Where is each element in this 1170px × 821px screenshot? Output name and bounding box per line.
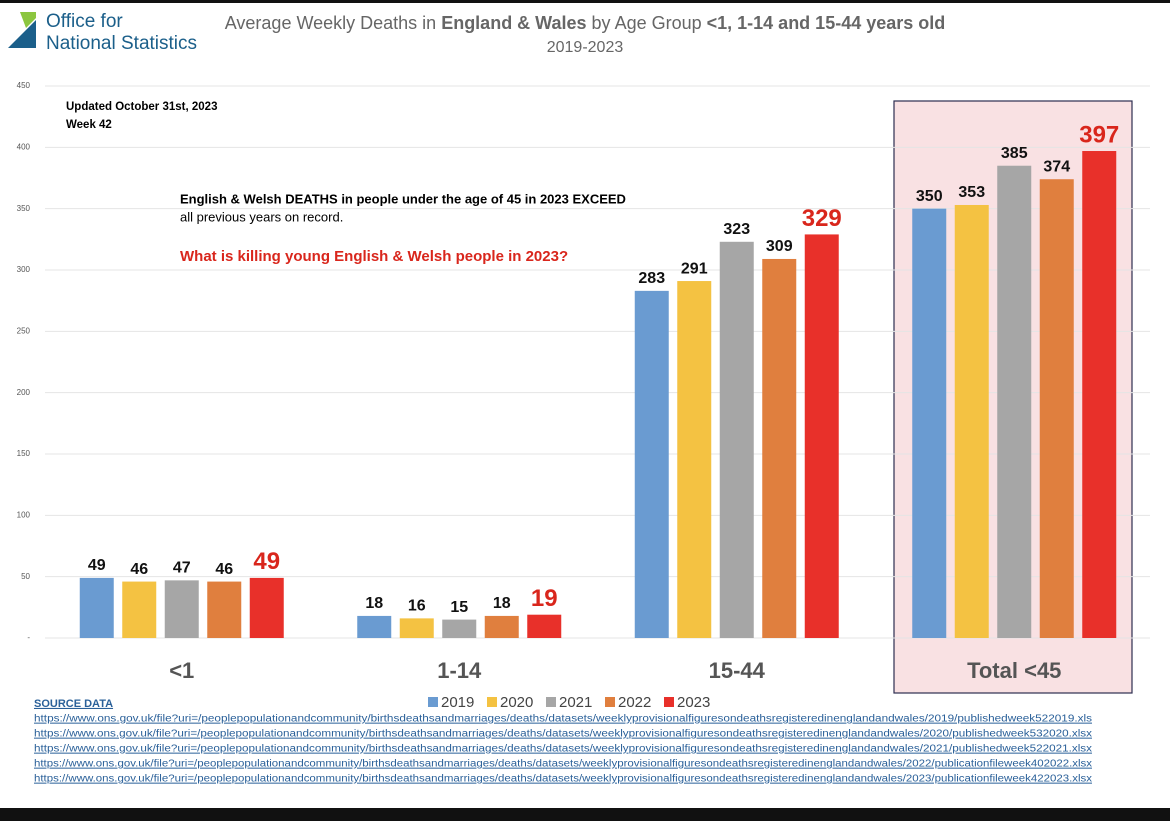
y-tick-label: - xyxy=(27,633,30,642)
value-label: 353 xyxy=(958,184,985,201)
bar xyxy=(357,615,392,638)
bar xyxy=(677,281,712,638)
logo-mark xyxy=(8,20,36,48)
y-tick-label: 200 xyxy=(17,388,31,397)
legend-label: 2019 xyxy=(441,694,474,711)
legend-swatch xyxy=(605,697,615,707)
y-tick-label: 250 xyxy=(17,326,31,335)
annotation: What is killing young English & Welsh pe… xyxy=(180,248,568,265)
source-link: https://www.ons.gov.uk/file?uri=/peoplep… xyxy=(34,744,1092,755)
value-label: 46 xyxy=(130,561,148,578)
annotation: all previous years on record. xyxy=(180,209,343,224)
bar xyxy=(164,580,199,638)
bar xyxy=(442,619,477,638)
bar xyxy=(484,615,519,638)
chart-subtitle: 2019-2023 xyxy=(547,39,624,56)
y-tick-label: 150 xyxy=(17,449,31,458)
annotation: Updated October 31st, 2023 xyxy=(66,101,217,113)
source-link: https://www.ons.gov.uk/file?uri=/peoplep… xyxy=(34,729,1092,740)
bar xyxy=(804,234,839,638)
annotation: English & Welsh DEATHS in people under t… xyxy=(180,191,626,206)
title-part: <1, 1-14 and 15-44 years old xyxy=(707,13,946,33)
bar xyxy=(997,165,1032,638)
bar xyxy=(719,241,754,638)
value-label: 46 xyxy=(215,561,233,578)
value-label: 18 xyxy=(493,595,511,612)
chart-title: Average Weekly Deaths in England & Wales… xyxy=(225,13,946,33)
value-label: 49 xyxy=(253,548,280,575)
legend-swatch xyxy=(487,697,497,707)
y-tick-label: 450 xyxy=(17,81,31,90)
value-label: 15 xyxy=(450,599,468,616)
legend-label: 2021 xyxy=(559,694,592,711)
ons-logo: Office for National Statistics xyxy=(8,11,197,54)
legend-swatch xyxy=(664,697,674,707)
y-tick-label: 50 xyxy=(21,572,30,581)
legend-swatch xyxy=(546,697,556,707)
bar xyxy=(249,577,284,638)
value-label: 291 xyxy=(681,260,708,277)
y-tick-label: 400 xyxy=(17,142,31,151)
value-label: 19 xyxy=(531,585,558,612)
value-label: 16 xyxy=(408,598,426,615)
title-part: by Age Group xyxy=(587,13,707,33)
bar xyxy=(399,618,434,638)
bar xyxy=(207,581,242,638)
x-tick-label: 15-44 xyxy=(709,658,766,683)
value-label: 323 xyxy=(723,221,750,238)
logo-text: Office for xyxy=(46,11,123,32)
logo-text: National Statistics xyxy=(46,33,197,54)
x-tick-label: <1 xyxy=(169,658,194,683)
value-label: 385 xyxy=(1001,145,1028,162)
value-label: 397 xyxy=(1079,121,1119,148)
value-label: 309 xyxy=(766,238,793,255)
bar xyxy=(912,208,947,638)
legend-label: 2023 xyxy=(677,694,710,711)
bar xyxy=(122,581,157,638)
title-part: Average Weekly Deaths in xyxy=(225,13,441,33)
logo-mark xyxy=(20,12,36,28)
source-heading: SOURCE DATA xyxy=(34,698,113,710)
bar xyxy=(762,258,797,638)
bar xyxy=(1039,179,1074,638)
value-label: 49 xyxy=(88,557,106,574)
bar xyxy=(1082,151,1117,638)
y-tick-label: 350 xyxy=(17,204,31,213)
y-tick-label: 100 xyxy=(17,510,31,519)
value-label: 374 xyxy=(1043,158,1070,175)
bar xyxy=(634,290,669,638)
annotation: Week 42 xyxy=(66,119,112,131)
x-tick-label: Total <45 xyxy=(967,658,1061,683)
source-link: https://www.ons.gov.uk/file?uri=/peoplep… xyxy=(34,759,1092,770)
title-part: England & Wales xyxy=(441,13,586,33)
value-label: 47 xyxy=(173,560,191,577)
bar xyxy=(527,614,562,638)
bar xyxy=(79,577,114,638)
source-link: https://www.ons.gov.uk/file?uri=/peoplep… xyxy=(34,774,1092,785)
legend-swatch xyxy=(428,697,438,707)
legend-label: 2022 xyxy=(618,694,651,711)
top-border xyxy=(0,0,1170,3)
value-label: 18 xyxy=(365,595,383,612)
value-label: 283 xyxy=(638,270,665,287)
bar xyxy=(954,204,989,638)
y-tick-label: 300 xyxy=(17,265,31,274)
legend-label: 2020 xyxy=(500,694,533,711)
value-label: 329 xyxy=(802,205,842,232)
value-label: 350 xyxy=(916,188,943,205)
x-tick-label: 1-14 xyxy=(437,658,482,683)
bottom-band xyxy=(0,808,1170,821)
source-link: https://www.ons.gov.uk/file?uri=/peoplep… xyxy=(34,714,1092,725)
